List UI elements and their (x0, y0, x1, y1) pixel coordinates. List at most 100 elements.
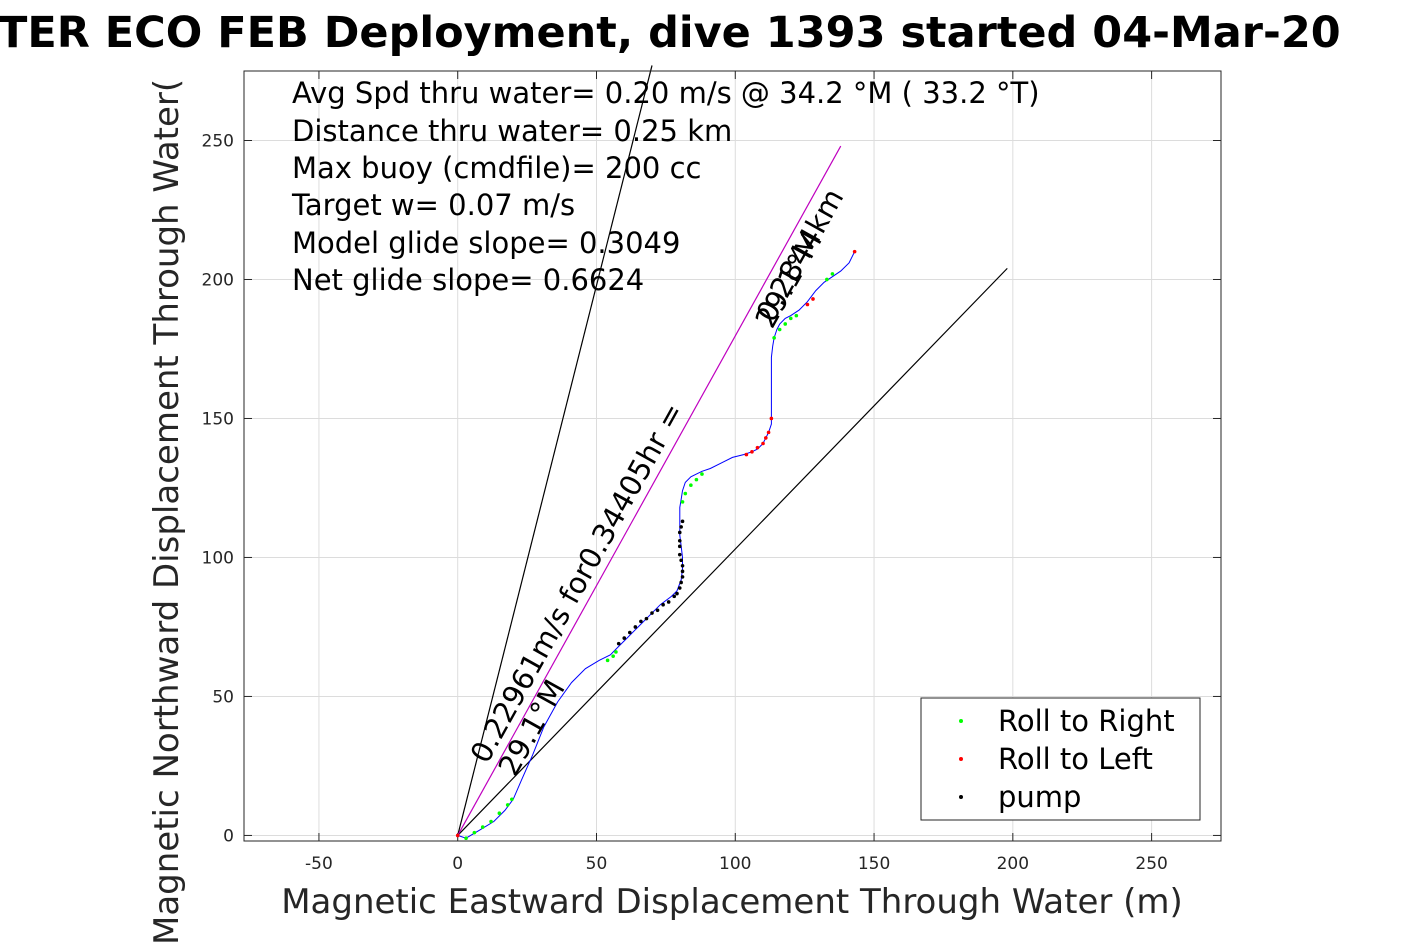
grid-lines (244, 71, 1221, 841)
roll-left-point (755, 445, 760, 450)
roll-left-point (852, 249, 857, 254)
annotation-model-glide: Model glide slope= 0.3049 (292, 226, 680, 260)
heading-line (457, 145, 842, 836)
reference-lines (457, 65, 1008, 836)
pump-point (677, 586, 682, 590)
roll-right-point (614, 650, 618, 654)
roll-left-point (750, 450, 754, 454)
pump-point (633, 625, 638, 629)
roll-right-point (472, 830, 477, 835)
roll-left-point (761, 441, 765, 446)
legend-label-pump: pump (998, 780, 1081, 814)
roll-right-point (772, 336, 776, 340)
roll-right-point (510, 797, 514, 802)
pump-point (666, 600, 671, 604)
roll-right-point (505, 803, 510, 807)
pump-point (680, 564, 685, 568)
glide-cone-left (457, 65, 653, 836)
y-tick-label: 150 (202, 409, 234, 429)
y-tick-label: 200 (202, 270, 234, 290)
pump-point (661, 602, 665, 607)
annotation-avg-speed: Avg Spd thru water= 0.20 m/s @ 34.2 °M (… (292, 76, 1040, 110)
roll-right-point (489, 819, 493, 824)
legend-label-roll-right: Roll to Right (998, 704, 1175, 738)
plot-frame (243, 70, 1222, 842)
x-tick-label: 250 (1135, 854, 1167, 874)
legend-marker-roll-right (959, 719, 963, 723)
roll-right-point (700, 472, 704, 476)
pump-point (628, 630, 632, 635)
roll-right-point (783, 322, 788, 326)
pump-point (679, 525, 683, 529)
roll-right-point (825, 277, 829, 282)
legend-marker-roll-left (959, 757, 963, 761)
roll-left-point (455, 833, 460, 838)
legend: Roll to Right Roll to Left pump (920, 697, 1201, 821)
roll-left-point (764, 436, 768, 440)
roll-right-point (830, 272, 835, 276)
x-tick-label: 100 (719, 854, 751, 874)
pump-point (680, 519, 685, 524)
x-tick-label: 50 (586, 854, 608, 874)
pump-point (675, 591, 679, 596)
roll-right-point (794, 313, 799, 318)
roll-right-point (683, 491, 688, 496)
x-tick-label: 150 (858, 854, 890, 874)
chart-title: TER ECO FEB Deployment, dive 1393 starte… (0, 8, 1341, 58)
y-tick-label: 0 (223, 826, 234, 846)
roll-left-point (769, 416, 774, 421)
x-axis-ticks: -50 0 50 100 150 200 250 (305, 71, 1168, 874)
pump-point (644, 616, 649, 621)
annotation-block: Avg Spd thru water= 0.20 m/s @ 34.2 °M (… (291, 76, 1040, 297)
x-axis-label: Magnetic Eastward Displacement Through W… (281, 882, 1183, 922)
pump-point (677, 530, 682, 535)
annotation-max-buoy: Max buoy (cmdfile)= 200 cc (292, 151, 701, 185)
roll-left-point (766, 430, 771, 435)
annotation-target-w: Target w= 0.07 m/s (291, 188, 575, 222)
annotation-net-glide: Net glide slope= 0.6624 (292, 263, 644, 297)
roll-right-point (788, 316, 793, 321)
roll-right-point (480, 825, 485, 829)
pump-point (655, 608, 660, 613)
roll-right-point (605, 658, 610, 663)
pump-point (677, 544, 682, 549)
roll-left-point (805, 302, 810, 307)
y-tick-label: 100 (202, 548, 234, 568)
roll-right-point (694, 477, 699, 482)
track-line (457, 251, 856, 839)
annotation-distance: Distance thru water= 0.25 km (292, 114, 732, 148)
pump-point (679, 558, 683, 563)
pump-point (680, 569, 685, 574)
pump-point (622, 636, 627, 640)
pump-point (680, 575, 685, 579)
legend-label-roll-left: Roll to Left (998, 742, 1153, 776)
x-tick-label: -50 (305, 854, 333, 874)
pump-point (677, 538, 682, 543)
roll-right-point (497, 811, 502, 816)
legend-marker-pump (959, 795, 963, 799)
roll-left-point (744, 452, 749, 457)
y-tick-label: 250 (202, 131, 234, 151)
roll-right-point (777, 327, 782, 332)
data-points (455, 249, 857, 841)
pump-point (616, 641, 621, 646)
pump-point (650, 611, 654, 615)
roll-right-point (611, 654, 615, 658)
glide-cone-right (457, 267, 1008, 836)
roll-left-point (811, 297, 815, 301)
pump-point (672, 594, 677, 599)
y-axis-ticks: 0 50 100 150 200 250 (202, 131, 1221, 846)
y-tick-label: 50 (212, 687, 234, 707)
pump-point (639, 619, 643, 624)
pump-point (677, 552, 682, 557)
roll-right-point (464, 836, 468, 841)
legend-box (920, 697, 1201, 821)
x-tick-label: 0 (452, 854, 463, 874)
roll-right-point (689, 483, 693, 487)
roll-right-point (680, 500, 685, 504)
glider-track (457, 251, 856, 839)
y-axis-label: Magnetic Northward Displacement Through … (147, 79, 187, 945)
x-tick-label: 200 (997, 854, 1029, 874)
pump-point (679, 580, 683, 585)
